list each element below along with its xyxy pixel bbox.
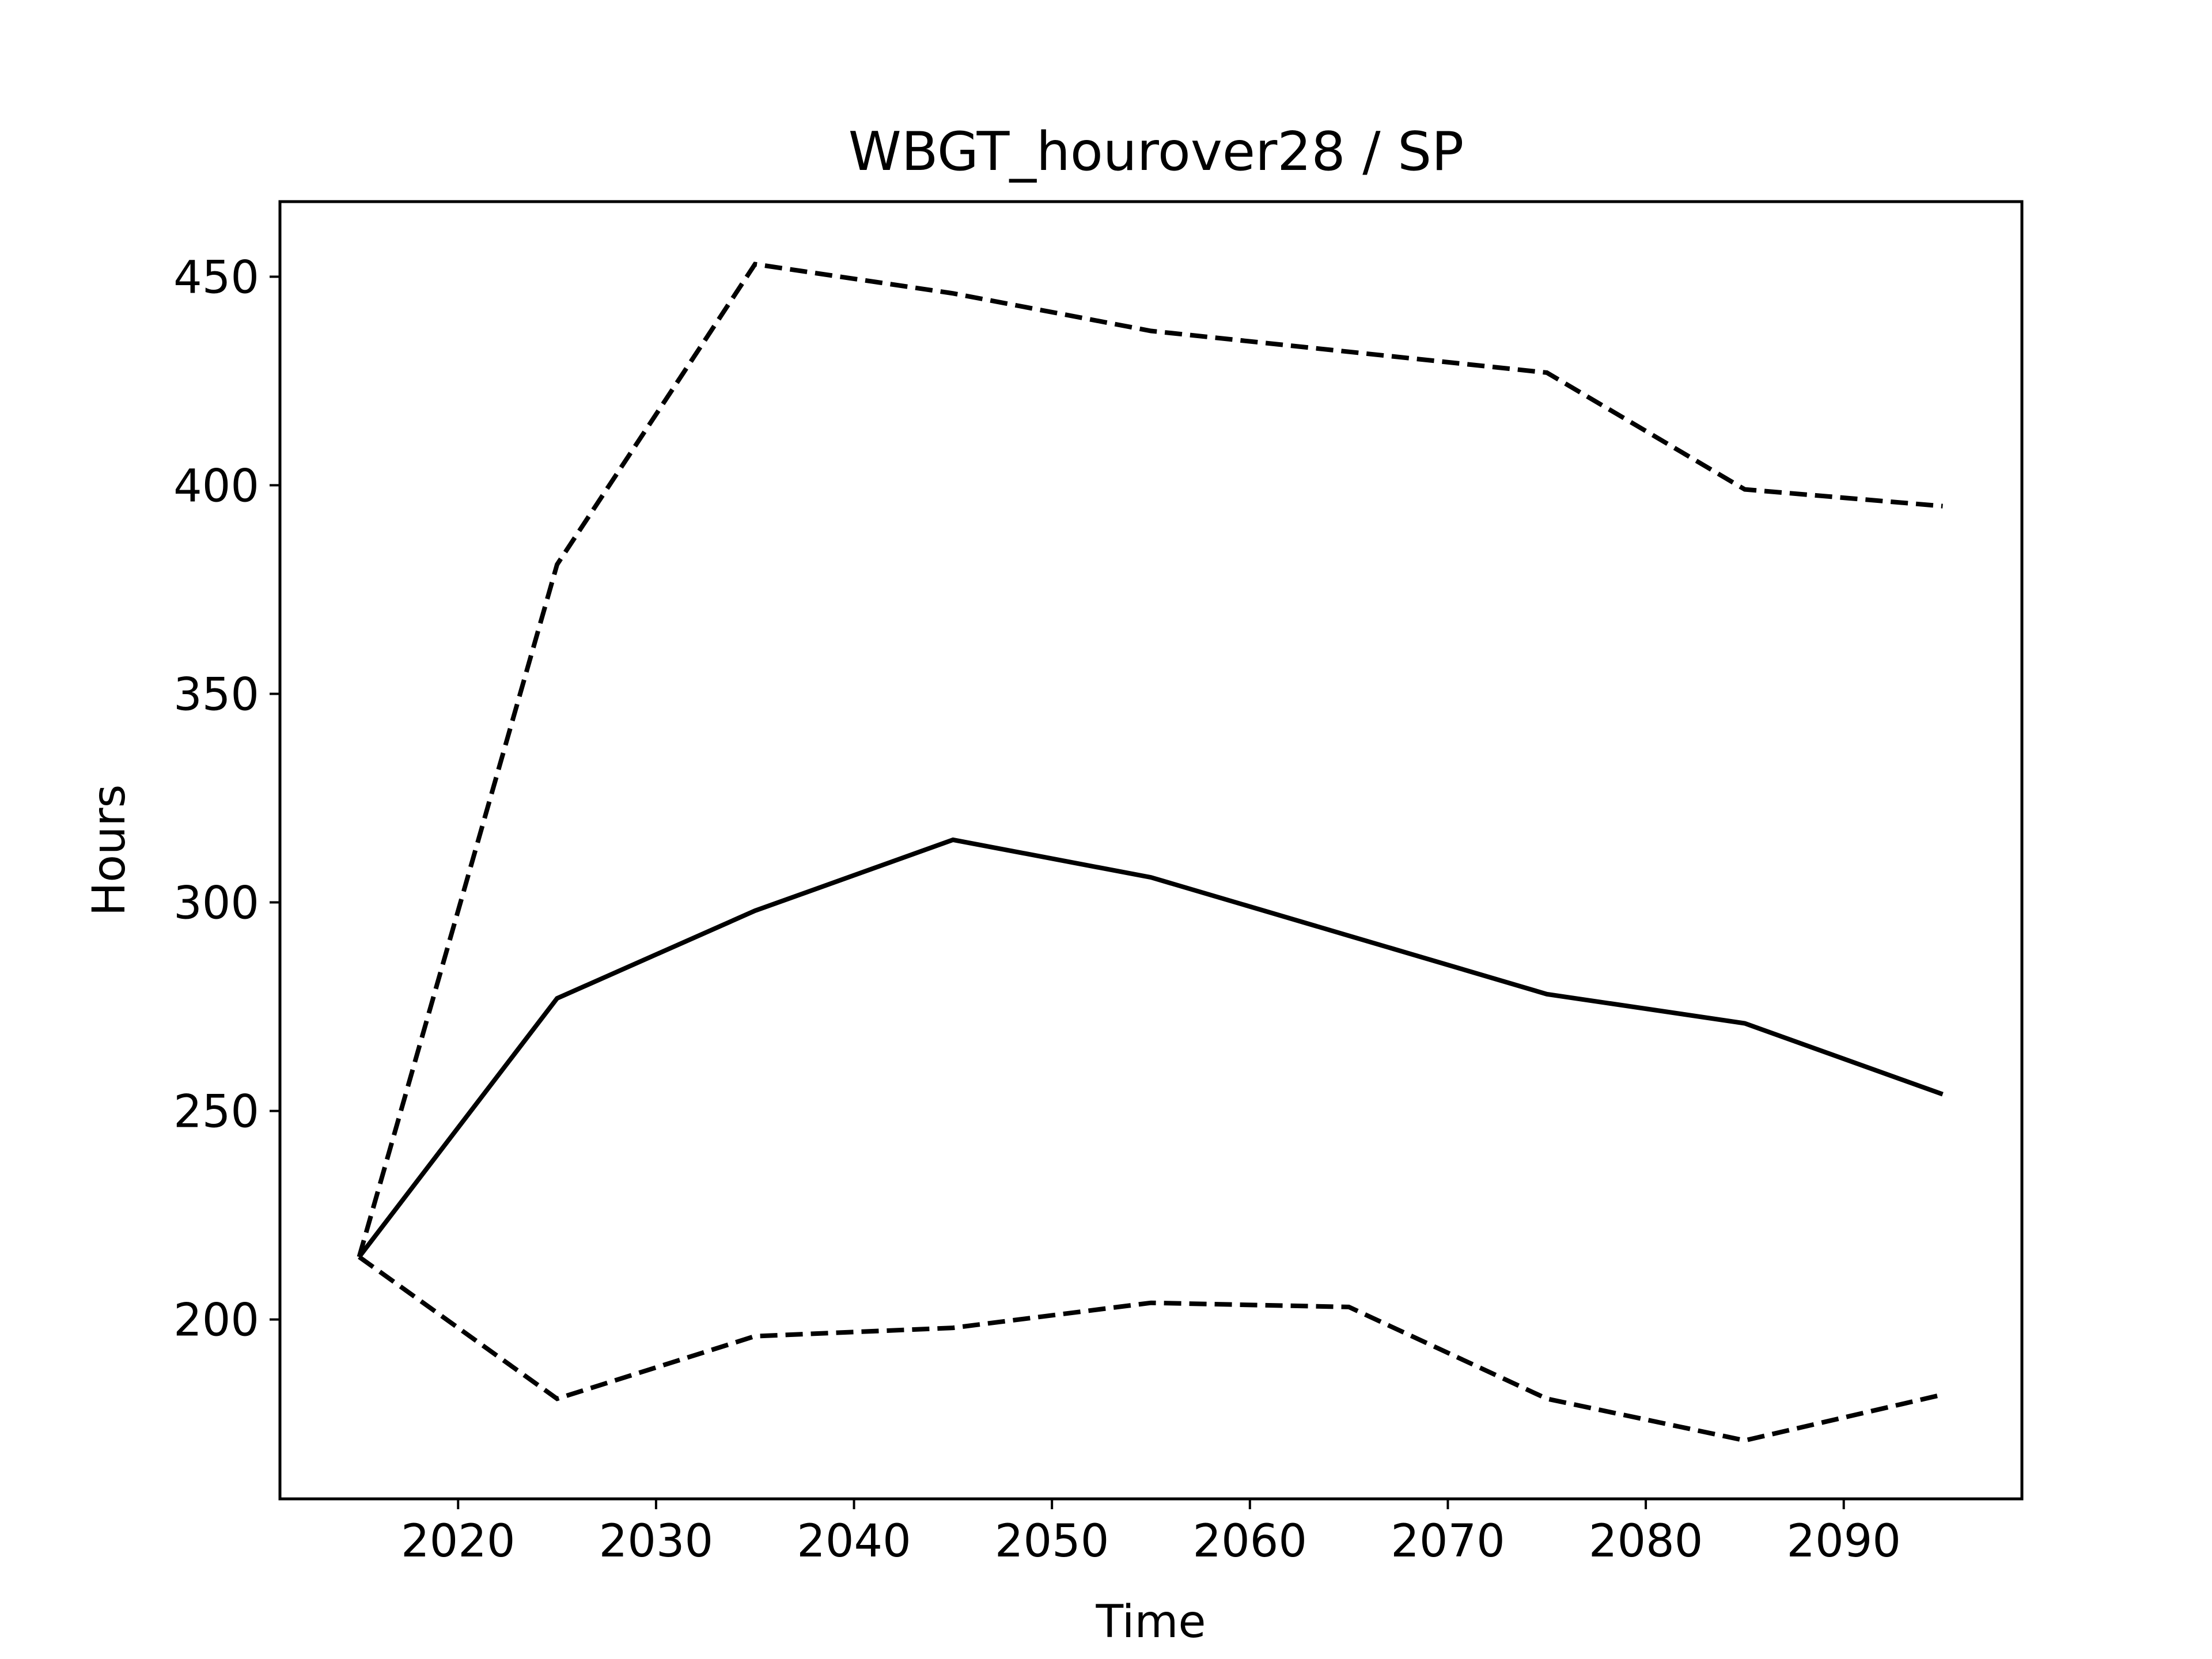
y-tick-label: 250 — [173, 1086, 259, 1138]
x-tick-label: 2020 — [401, 1516, 516, 1567]
y-axis: 200 250 300 350 400 450 — [173, 252, 280, 1347]
series-line-2-solid — [357, 837, 1944, 1259]
series-layer — [357, 262, 1944, 1443]
x-tick-label: 2080 — [1589, 1516, 1703, 1567]
y-tick-label: 350 — [173, 669, 259, 721]
chart-title: WBGT_hourover28 / SP — [849, 120, 1464, 183]
x-tick-label: 2060 — [1193, 1516, 1308, 1567]
y-axis-label: Hours — [84, 785, 135, 916]
y-tick-label: 450 — [173, 252, 259, 304]
series-line-3-dashed — [358, 1255, 1944, 1443]
y-tick-label: 400 — [173, 460, 259, 512]
x-axis-label: Time — [1096, 1596, 1206, 1648]
y-tick-label: 300 — [173, 878, 259, 930]
series-line-1-dashed — [357, 262, 1943, 1258]
plot-frame — [278, 200, 2024, 1501]
x-tick-label: 2030 — [599, 1516, 714, 1567]
x-tick-label: 2070 — [1391, 1516, 1505, 1567]
x-axis: 2020 2030 2040 2050 2060 2070 2080 2090 — [401, 1499, 1901, 1567]
x-tick-label: 2090 — [1786, 1516, 1901, 1567]
y-tick-label: 200 — [173, 1295, 259, 1347]
x-tick-label: 2050 — [995, 1516, 1109, 1567]
x-tick-label: 2040 — [797, 1516, 911, 1567]
